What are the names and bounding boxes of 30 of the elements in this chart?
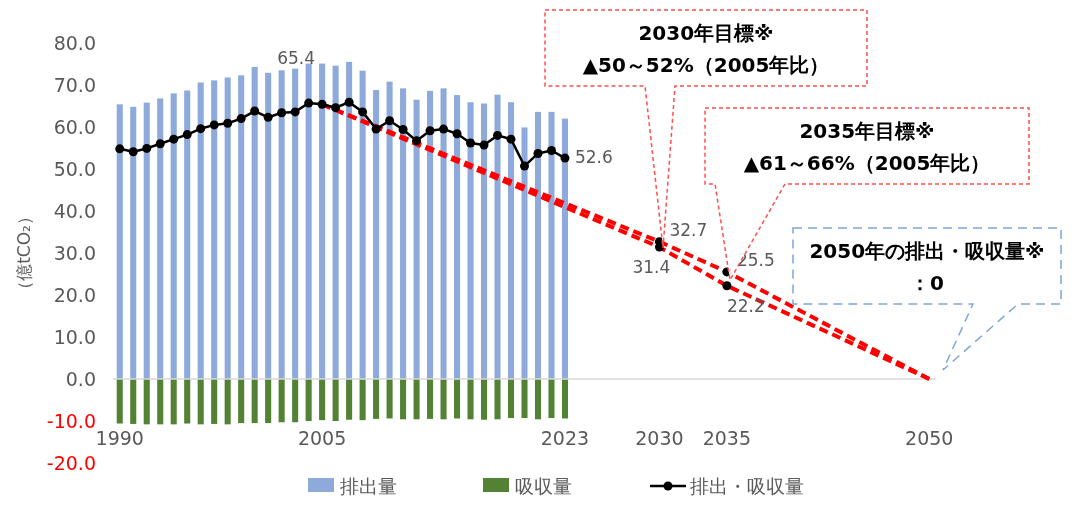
x-tick-label: 1990 [95, 427, 144, 449]
legend-label: 排出量 [340, 475, 397, 497]
y-tick-label: 30.0 [53, 242, 96, 264]
y-tick-label: 80.0 [53, 32, 96, 54]
annotation: 2030年目標※ ▲50～52%（2005年比） [582, 21, 830, 77]
data-label: 31.4 [632, 257, 671, 278]
annotation: 2050年の排出・吸収量※ ：0 [809, 239, 1045, 295]
legend-label: 排出・吸収量 [690, 475, 804, 497]
x-tick-label: 2030 [635, 427, 684, 449]
y-tick-label: 50.0 [53, 158, 96, 180]
data-label: 25.5 [736, 249, 775, 270]
data-label: 52.6 [574, 147, 613, 168]
x-tick-label: 2050 [905, 427, 954, 449]
x-tick-label: 2035 [702, 427, 752, 449]
y-tick-label: 20.0 [53, 284, 96, 306]
x-tick-label: 2023 [540, 427, 590, 449]
x-tick-label: 2005 [297, 427, 347, 449]
data-label: 32.7 [669, 219, 708, 240]
y-tick-label: 70.0 [53, 74, 96, 96]
y-tick-label: 40.0 [53, 200, 96, 222]
y-tick-label: -20.0 [46, 452, 96, 474]
legend-label: 吸収量 [515, 475, 572, 497]
data-label: 22.2 [726, 295, 765, 316]
y-tick-label: 10.0 [53, 326, 96, 348]
annotation: 2035年目標※ ▲61～66%（2005年比） [743, 119, 991, 175]
data-label: 65.4 [277, 48, 316, 69]
y-tick-label: -10.0 [46, 410, 96, 432]
y-tick-label: 0.0 [65, 368, 96, 390]
y-axis-title: （億tCO₂） [14, 208, 34, 298]
y-tick-label: 60.0 [53, 116, 96, 138]
